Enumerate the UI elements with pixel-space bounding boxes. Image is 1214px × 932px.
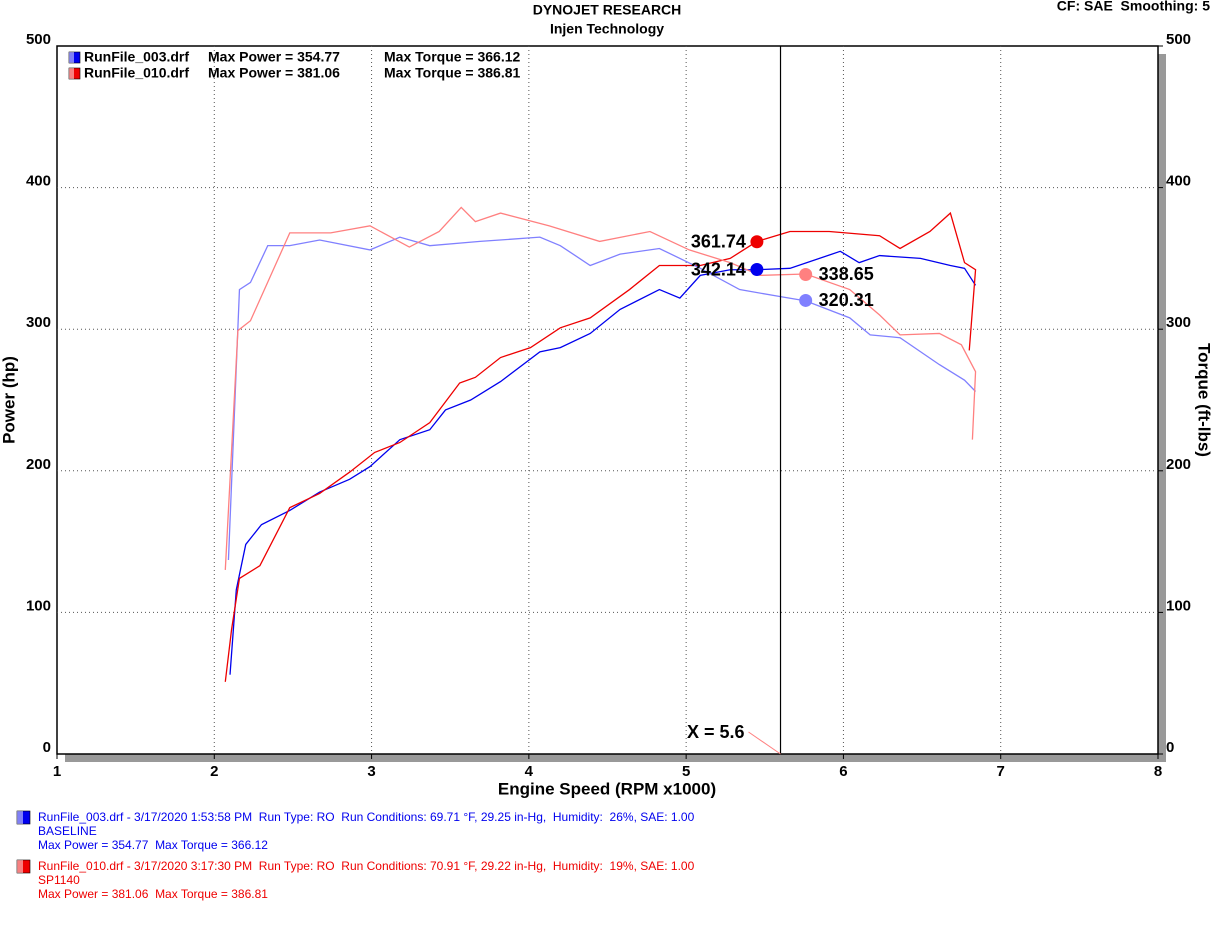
legend-swatch-shine bbox=[69, 52, 74, 63]
legend-max-power: Max Power = 354.77 bbox=[208, 49, 340, 65]
x-tick-label: 8 bbox=[1154, 763, 1162, 780]
series-line bbox=[224, 206, 977, 570]
cursor-pointer bbox=[748, 731, 781, 755]
y-tick-label: 200 bbox=[26, 456, 51, 473]
cursor-marker bbox=[799, 267, 813, 281]
x-tick-label: 2 bbox=[210, 763, 218, 780]
y2-axis-label: Torque (ft-lbs) bbox=[1195, 343, 1214, 457]
footer-line: RunFile_010.drf - 3/17/2020 3:17:30 PM R… bbox=[38, 859, 695, 873]
x-tick-label: 5 bbox=[682, 763, 690, 780]
y-axis-label: Power (hp) bbox=[0, 356, 18, 444]
chart-title: DYNOJET RESEARCH bbox=[533, 2, 682, 18]
y-tick-label: 300 bbox=[26, 314, 51, 331]
x-tick-label: 3 bbox=[367, 763, 375, 780]
footer-line: RunFile_003.drf - 3/17/2020 1:53:58 PM R… bbox=[38, 810, 695, 824]
footer-swatch-shine bbox=[17, 860, 23, 873]
footer-line: Max Power = 354.77 Max Torque = 366.12 bbox=[38, 838, 268, 852]
legend-max-torque: Max Torque = 386.81 bbox=[384, 65, 521, 81]
legend-name: RunFile_003.drf bbox=[84, 49, 189, 65]
legend-max-torque: Max Torque = 366.12 bbox=[384, 49, 521, 65]
y2-tick-label: 0 bbox=[1166, 739, 1174, 756]
footer-swatch-shine bbox=[17, 811, 23, 824]
x-tick-label: 6 bbox=[839, 763, 847, 780]
series-line bbox=[224, 211, 977, 682]
footer-line: SP1140 bbox=[38, 873, 80, 887]
marker-label: 342.14 bbox=[691, 259, 746, 279]
footer-line: Max Power = 381.06 Max Torque = 386.81 bbox=[38, 887, 268, 901]
series-line bbox=[227, 236, 977, 561]
y2-tick-label: 400 bbox=[1166, 173, 1191, 190]
plot-frame bbox=[56, 45, 1159, 755]
cursor-marker bbox=[750, 263, 764, 277]
x-tick-label: 7 bbox=[997, 763, 1005, 780]
legend-max-power: Max Power = 381.06 bbox=[208, 65, 340, 81]
marker-label: 361.74 bbox=[691, 232, 746, 252]
cf-label: CF: SAE Smoothing: 5 bbox=[1057, 0, 1210, 14]
x-tick-label: 1 bbox=[53, 763, 61, 780]
y2-tick-label: 100 bbox=[1166, 597, 1191, 614]
y-tick-label: 0 bbox=[43, 739, 51, 756]
y2-tick-label: 300 bbox=[1166, 314, 1191, 331]
footer-line: BASELINE bbox=[38, 824, 97, 838]
y-tick-label: 400 bbox=[26, 173, 51, 190]
cursor-marker bbox=[799, 293, 813, 307]
chart-subtitle: Injen Technology bbox=[550, 21, 664, 37]
legend-name: RunFile_010.drf bbox=[84, 65, 189, 81]
cursor-label: X = 5.6 bbox=[687, 722, 745, 742]
y-tick-label: 500 bbox=[26, 31, 51, 48]
y-tick-label: 100 bbox=[26, 597, 51, 614]
cursor-marker bbox=[750, 235, 764, 249]
y2-tick-label: 200 bbox=[1166, 456, 1191, 473]
marker-label: 320.31 bbox=[819, 290, 874, 310]
marker-label: 338.65 bbox=[819, 264, 874, 284]
y2-tick-label: 500 bbox=[1166, 31, 1191, 48]
x-tick-label: 4 bbox=[525, 763, 534, 780]
x-axis-label: Engine Speed (RPM x1000) bbox=[498, 779, 716, 798]
legend-swatch-shine bbox=[69, 68, 74, 79]
